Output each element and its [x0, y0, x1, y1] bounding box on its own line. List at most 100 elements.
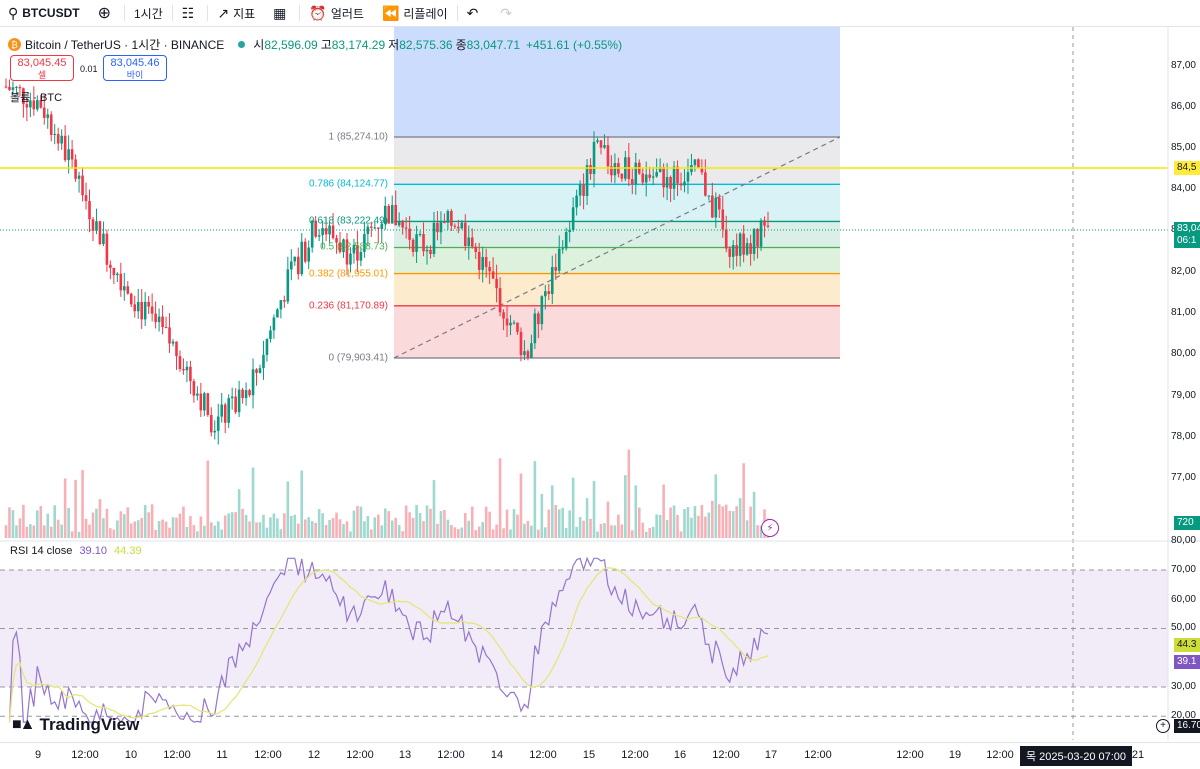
candle-body [450, 211, 453, 226]
candle-body [700, 168, 704, 173]
add-indicator-button[interactable]: + [1156, 719, 1170, 733]
chart-type-button[interactable]: ☷ [173, 0, 208, 26]
layouts-button[interactable]: ▦ [264, 0, 299, 26]
candle-body [81, 175, 84, 196]
candle-body [488, 266, 491, 272]
horizontal-lines[interactable] [0, 27, 1200, 740]
candle-body [474, 246, 478, 252]
volume-bar [164, 521, 168, 538]
alarm-clock-icon: ⏰ [309, 4, 327, 21]
volume-bar [136, 520, 140, 538]
volume-bar [234, 512, 237, 538]
low-label: 저 [388, 38, 400, 52]
volume-bar [77, 531, 81, 538]
volume-bar [575, 526, 578, 538]
candle-body [63, 135, 67, 161]
candle-body [248, 390, 251, 396]
candle-body [70, 149, 74, 160]
candle-body [321, 228, 324, 236]
volume-bar [516, 514, 519, 538]
volume-bar [613, 525, 617, 538]
volume-bar [491, 529, 495, 538]
volume-bar [81, 470, 84, 538]
candle-body [168, 327, 171, 344]
rsi-value-badge: 39.1 [1174, 655, 1200, 669]
alert-button[interactable]: ⏰ 얼러트 [300, 0, 373, 26]
volume-bar [429, 508, 432, 538]
volume-bar [509, 529, 512, 538]
candle-body [676, 166, 679, 184]
candle-body [352, 244, 356, 254]
volume-bar [272, 513, 276, 538]
time-axis[interactable]: 9 12:00 10 12:00 11 12:00 12 12:00 13 12:00 14 12:0… [0, 742, 1200, 769]
volume-bar [446, 519, 450, 538]
candle-body [310, 220, 314, 248]
lightning-icon[interactable]: ⚡ [761, 519, 779, 537]
redo-button[interactable]: ↷ [491, 0, 525, 26]
interval-button[interactable]: 1시간 [125, 0, 172, 26]
volume-bar [370, 529, 373, 538]
price-chart[interactable] [0, 27, 1200, 740]
volume-bar [237, 489, 241, 538]
toolbar-divider [124, 5, 125, 21]
volume-bar [641, 522, 645, 538]
volume-bar [693, 506, 697, 538]
volume-bar [474, 530, 478, 538]
time-axis-label: 21 [1131, 749, 1145, 761]
replay-button[interactable]: ⏪ 리플레이 [373, 0, 457, 26]
fib-level-label: 0.236 (81,170.89) [309, 300, 388, 312]
price-axis-label: 87,00 [1170, 60, 1196, 71]
plus-circle-icon: ⊕ [97, 5, 111, 22]
fib-level-label: 0.382 (81,955.01) [309, 268, 388, 280]
candle-body [453, 225, 457, 227]
symbol-search-button[interactable]: ⚲ BTCUSDT [0, 0, 89, 26]
legend-title[interactable]: Bitcoin / TetherUS · 1시간 · BINANCE [25, 38, 225, 52]
volume-bar [321, 513, 324, 538]
sell-button[interactable]: 83,045.45 셀 [10, 55, 74, 81]
volume-bar [258, 522, 262, 538]
candle-body [728, 248, 732, 257]
volume-bar [700, 505, 704, 538]
rsi-ma-badge: 44.3 [1174, 638, 1200, 652]
market-open-dot [238, 41, 246, 48]
indicators-button[interactable]: ↗ 지표 [208, 0, 264, 26]
volume-bar [390, 520, 394, 538]
volume-bar [418, 513, 422, 538]
time-axis-label: 17 [764, 749, 778, 761]
candle-body [745, 243, 749, 255]
candle-body [42, 107, 46, 118]
volume-legend[interactable]: 볼륨 · BTC [10, 92, 63, 104]
candle-body [230, 396, 234, 399]
volume-bar [241, 508, 244, 538]
candle-body [502, 312, 505, 319]
volume-bar [411, 517, 415, 538]
candle-body [467, 237, 471, 246]
volume-bar [383, 508, 387, 538]
candle-body [359, 251, 363, 261]
candle-body [509, 322, 512, 326]
candle-body [714, 197, 718, 218]
volume-bar [460, 527, 464, 538]
candle-body [592, 141, 596, 175]
rsi-legend[interactable]: RSI 14 close 39.10 44.39 [10, 545, 142, 557]
candle-body [443, 222, 446, 224]
undo-button[interactable]: ↶ [458, 0, 492, 26]
search-icon: ⚲ [8, 4, 19, 21]
volume-bar [477, 526, 481, 538]
close-value: 83,047.71 [466, 37, 521, 52]
candle-body [150, 306, 154, 314]
volume-bar [432, 480, 436, 538]
candle-body [613, 163, 617, 176]
compare-button[interactable]: ⊕ [89, 0, 124, 26]
volume-bar [129, 523, 133, 538]
time-axis-label: 12:00 [71, 749, 99, 761]
volume-bar [627, 449, 631, 538]
volume-bar [547, 509, 551, 538]
price-axis-label: 78,00 [1170, 431, 1196, 442]
volume-bar [95, 508, 98, 538]
volume-bar [404, 505, 408, 538]
candle-body [46, 114, 50, 118]
fibonacci-retracement[interactable] [393, 27, 841, 359]
volume-bar [697, 515, 700, 538]
buy-button[interactable]: 83,045.46 바이 [103, 55, 167, 81]
